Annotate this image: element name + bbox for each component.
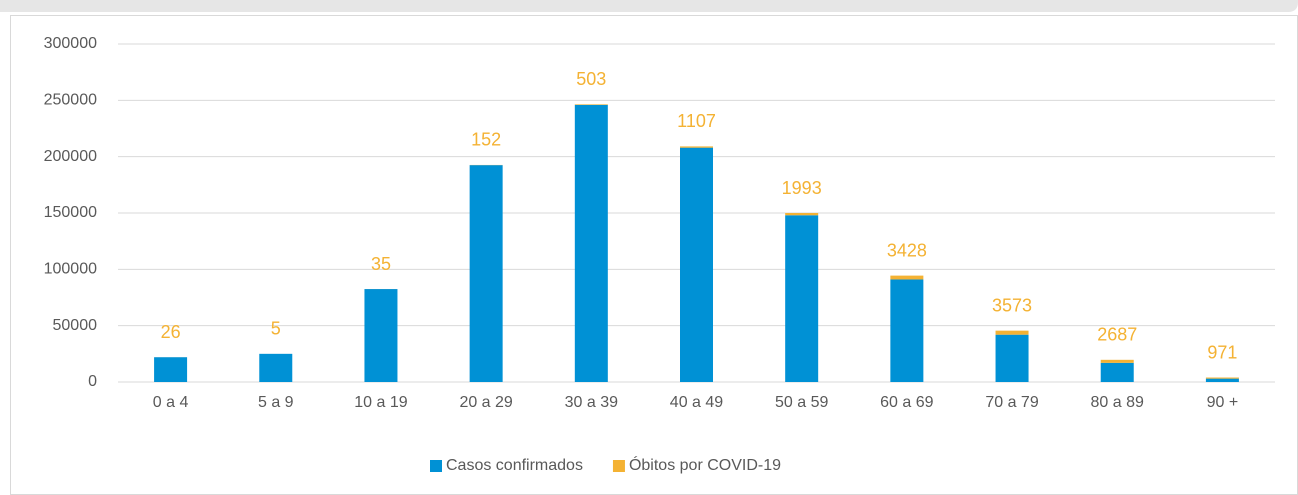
bar-segment — [259, 353, 293, 382]
bar-segment — [574, 104, 608, 105]
bar-segment — [154, 357, 188, 382]
data-label: 503 — [576, 69, 606, 89]
bar-segment — [890, 279, 924, 382]
bar-segment — [995, 330, 1029, 335]
data-label: 3573 — [992, 295, 1032, 315]
legend-swatch — [612, 460, 625, 472]
x-tick-label: 40 a 49 — [670, 394, 723, 411]
bar-segment — [785, 213, 819, 216]
data-label: 2687 — [1097, 325, 1137, 345]
x-tick-label: 0 a 4 — [153, 394, 189, 411]
bar-segment — [469, 165, 503, 382]
bar-segment — [364, 289, 398, 382]
x-tick-label: 80 a 89 — [1091, 394, 1144, 411]
y-tick-label: 50000 — [53, 317, 98, 334]
bar-segment — [1205, 378, 1239, 382]
x-tick-label: 10 a 19 — [354, 394, 407, 411]
y-tick-label: 150000 — [44, 204, 97, 221]
legend-swatch — [430, 460, 442, 472]
bar-segment — [680, 147, 713, 382]
data-label: 1993 — [782, 178, 822, 198]
bar-segment — [995, 334, 1029, 382]
x-tick-label: 30 a 39 — [565, 394, 618, 411]
bar-segment — [785, 215, 819, 382]
bar-segment — [1100, 359, 1134, 363]
data-label: 35 — [371, 254, 391, 274]
bar-segment — [680, 146, 713, 148]
y-tick-label: 300000 — [44, 35, 97, 52]
chart-frame — [10, 15, 1298, 495]
data-label: 971 — [1207, 342, 1237, 362]
top-bar — [0, 0, 1298, 12]
data-label: 26 — [161, 322, 181, 342]
bar-segment — [890, 275, 924, 280]
x-tick-label: 70 a 79 — [985, 394, 1038, 411]
bar-segment — [1205, 377, 1239, 379]
legend-label: Óbitos por COVID-19 — [629, 455, 781, 474]
x-tick-label: 20 a 29 — [459, 394, 512, 411]
y-tick-label: 0 — [88, 373, 97, 390]
x-tick-label: 90 + — [1207, 394, 1239, 411]
x-tick-label: 60 a 69 — [880, 394, 933, 411]
bar-segment — [1100, 362, 1134, 382]
legend-label: Casos confirmados — [446, 457, 583, 474]
data-label: 5 — [271, 319, 281, 339]
bar-segment — [574, 104, 608, 382]
data-label: 1107 — [677, 111, 716, 131]
data-label: 3428 — [887, 240, 927, 260]
data-label: 152 — [471, 130, 501, 150]
y-tick-label: 200000 — [44, 148, 97, 165]
x-tick-label: 50 a 59 — [775, 394, 828, 411]
y-tick-label: 250000 — [44, 92, 97, 109]
x-tick-label: 5 a 9 — [258, 394, 294, 411]
y-tick-label: 100000 — [44, 261, 97, 278]
